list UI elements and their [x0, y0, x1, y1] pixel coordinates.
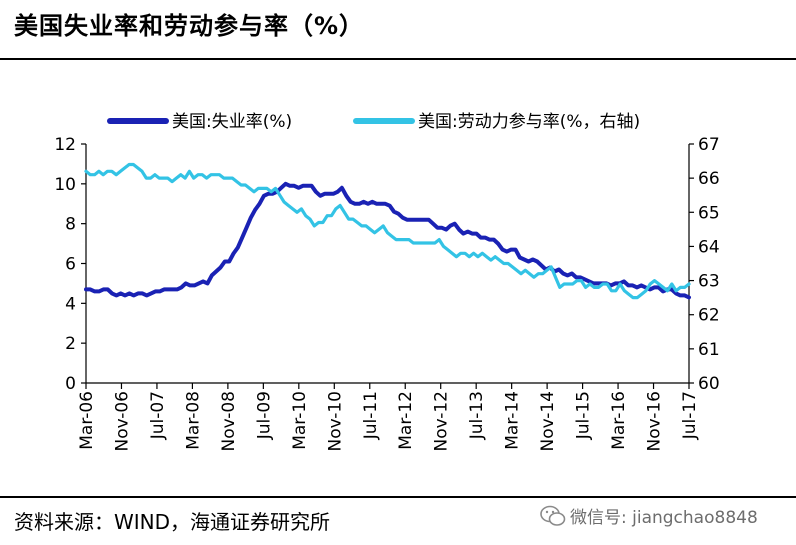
wechat-id: 微信号: jiangchao8848: [570, 508, 758, 528]
y-right-tick-label: 62: [698, 306, 720, 326]
series-line-labor-participation-rate: [84, 162, 691, 300]
chart: 0 2 4 6 8 10 12 60 61 62 63 64 65 66 67 Mar-06 Nov-06 Jul…: [54, 112, 719, 452]
x-tick-label: Mar-10: [290, 391, 310, 450]
x-tick-label: Jul-11: [361, 391, 381, 440]
title-divider: [0, 58, 796, 60]
x-tick-label: Mar-14: [503, 391, 523, 450]
legend: 美国:失业率(%) 美国:劳动力参与率(%，右轴): [107, 112, 640, 132]
wechat-watermark: 微信号: jiangchao8848: [540, 503, 758, 528]
x-tick-label: Nov-12: [432, 391, 452, 452]
x-tick-label: Mar-06: [77, 391, 97, 450]
x-tick-label: Nov-10: [325, 391, 345, 452]
page-title: 美国失业率和劳动参与率（%）: [14, 12, 365, 40]
axes-layer: 0 2 4 6 8 10 12 60 61 62 63 64 65 66 67 Mar-06 Nov-06 Jul…: [54, 135, 719, 452]
x-tick-label: Jul-13: [467, 391, 487, 440]
y-right-tick-label: 66: [698, 169, 720, 189]
y-right-tick-label: 67: [698, 135, 720, 155]
footer-divider: [0, 496, 796, 498]
y-left-tick-label: 12: [54, 135, 76, 155]
legend-label-0: 美国:失业率(%): [172, 112, 292, 132]
y-right-tick-label: 65: [698, 203, 720, 223]
y-left-tick-label: 4: [65, 294, 76, 314]
legend-label-1: 美国:劳动力参与率(%，右轴): [418, 112, 640, 132]
y-right-tick-label: 60: [698, 374, 720, 394]
x-tick-label: Jul-07: [148, 391, 168, 440]
y-left-tick-label: 10: [54, 175, 76, 195]
wechat-icon: [540, 505, 566, 526]
x-tick-label: Mar-12: [396, 391, 416, 450]
x-tick-label: Jul-15: [574, 391, 594, 440]
y-left-tick-label: 2: [65, 334, 76, 354]
x-tick-label: Jul-09: [254, 391, 274, 440]
y-left-tick-label: 8: [65, 215, 76, 235]
x-tick-label: Jul-17: [680, 391, 700, 440]
x-tick-label: Mar-08: [183, 391, 203, 450]
x-tick-label: Nov-06: [112, 391, 132, 452]
x-tick-label: Mar-16: [609, 391, 629, 450]
x-tick-label: Nov-16: [645, 391, 665, 452]
y-left-tick-label: 0: [65, 374, 76, 394]
source-note: 资料来源：WIND，海通证券研究所: [14, 510, 331, 534]
x-tick-label: Nov-14: [538, 391, 558, 452]
y-right-tick-label: 63: [698, 272, 720, 292]
y-right-tick-label: 64: [698, 237, 720, 257]
y-right-tick-label: 61: [698, 340, 720, 360]
x-tick-label: Nov-08: [219, 391, 239, 452]
y-left-tick-label: 6: [65, 255, 76, 275]
series-line-unemployment-rate: [84, 181, 691, 300]
series-layer: [84, 162, 691, 300]
